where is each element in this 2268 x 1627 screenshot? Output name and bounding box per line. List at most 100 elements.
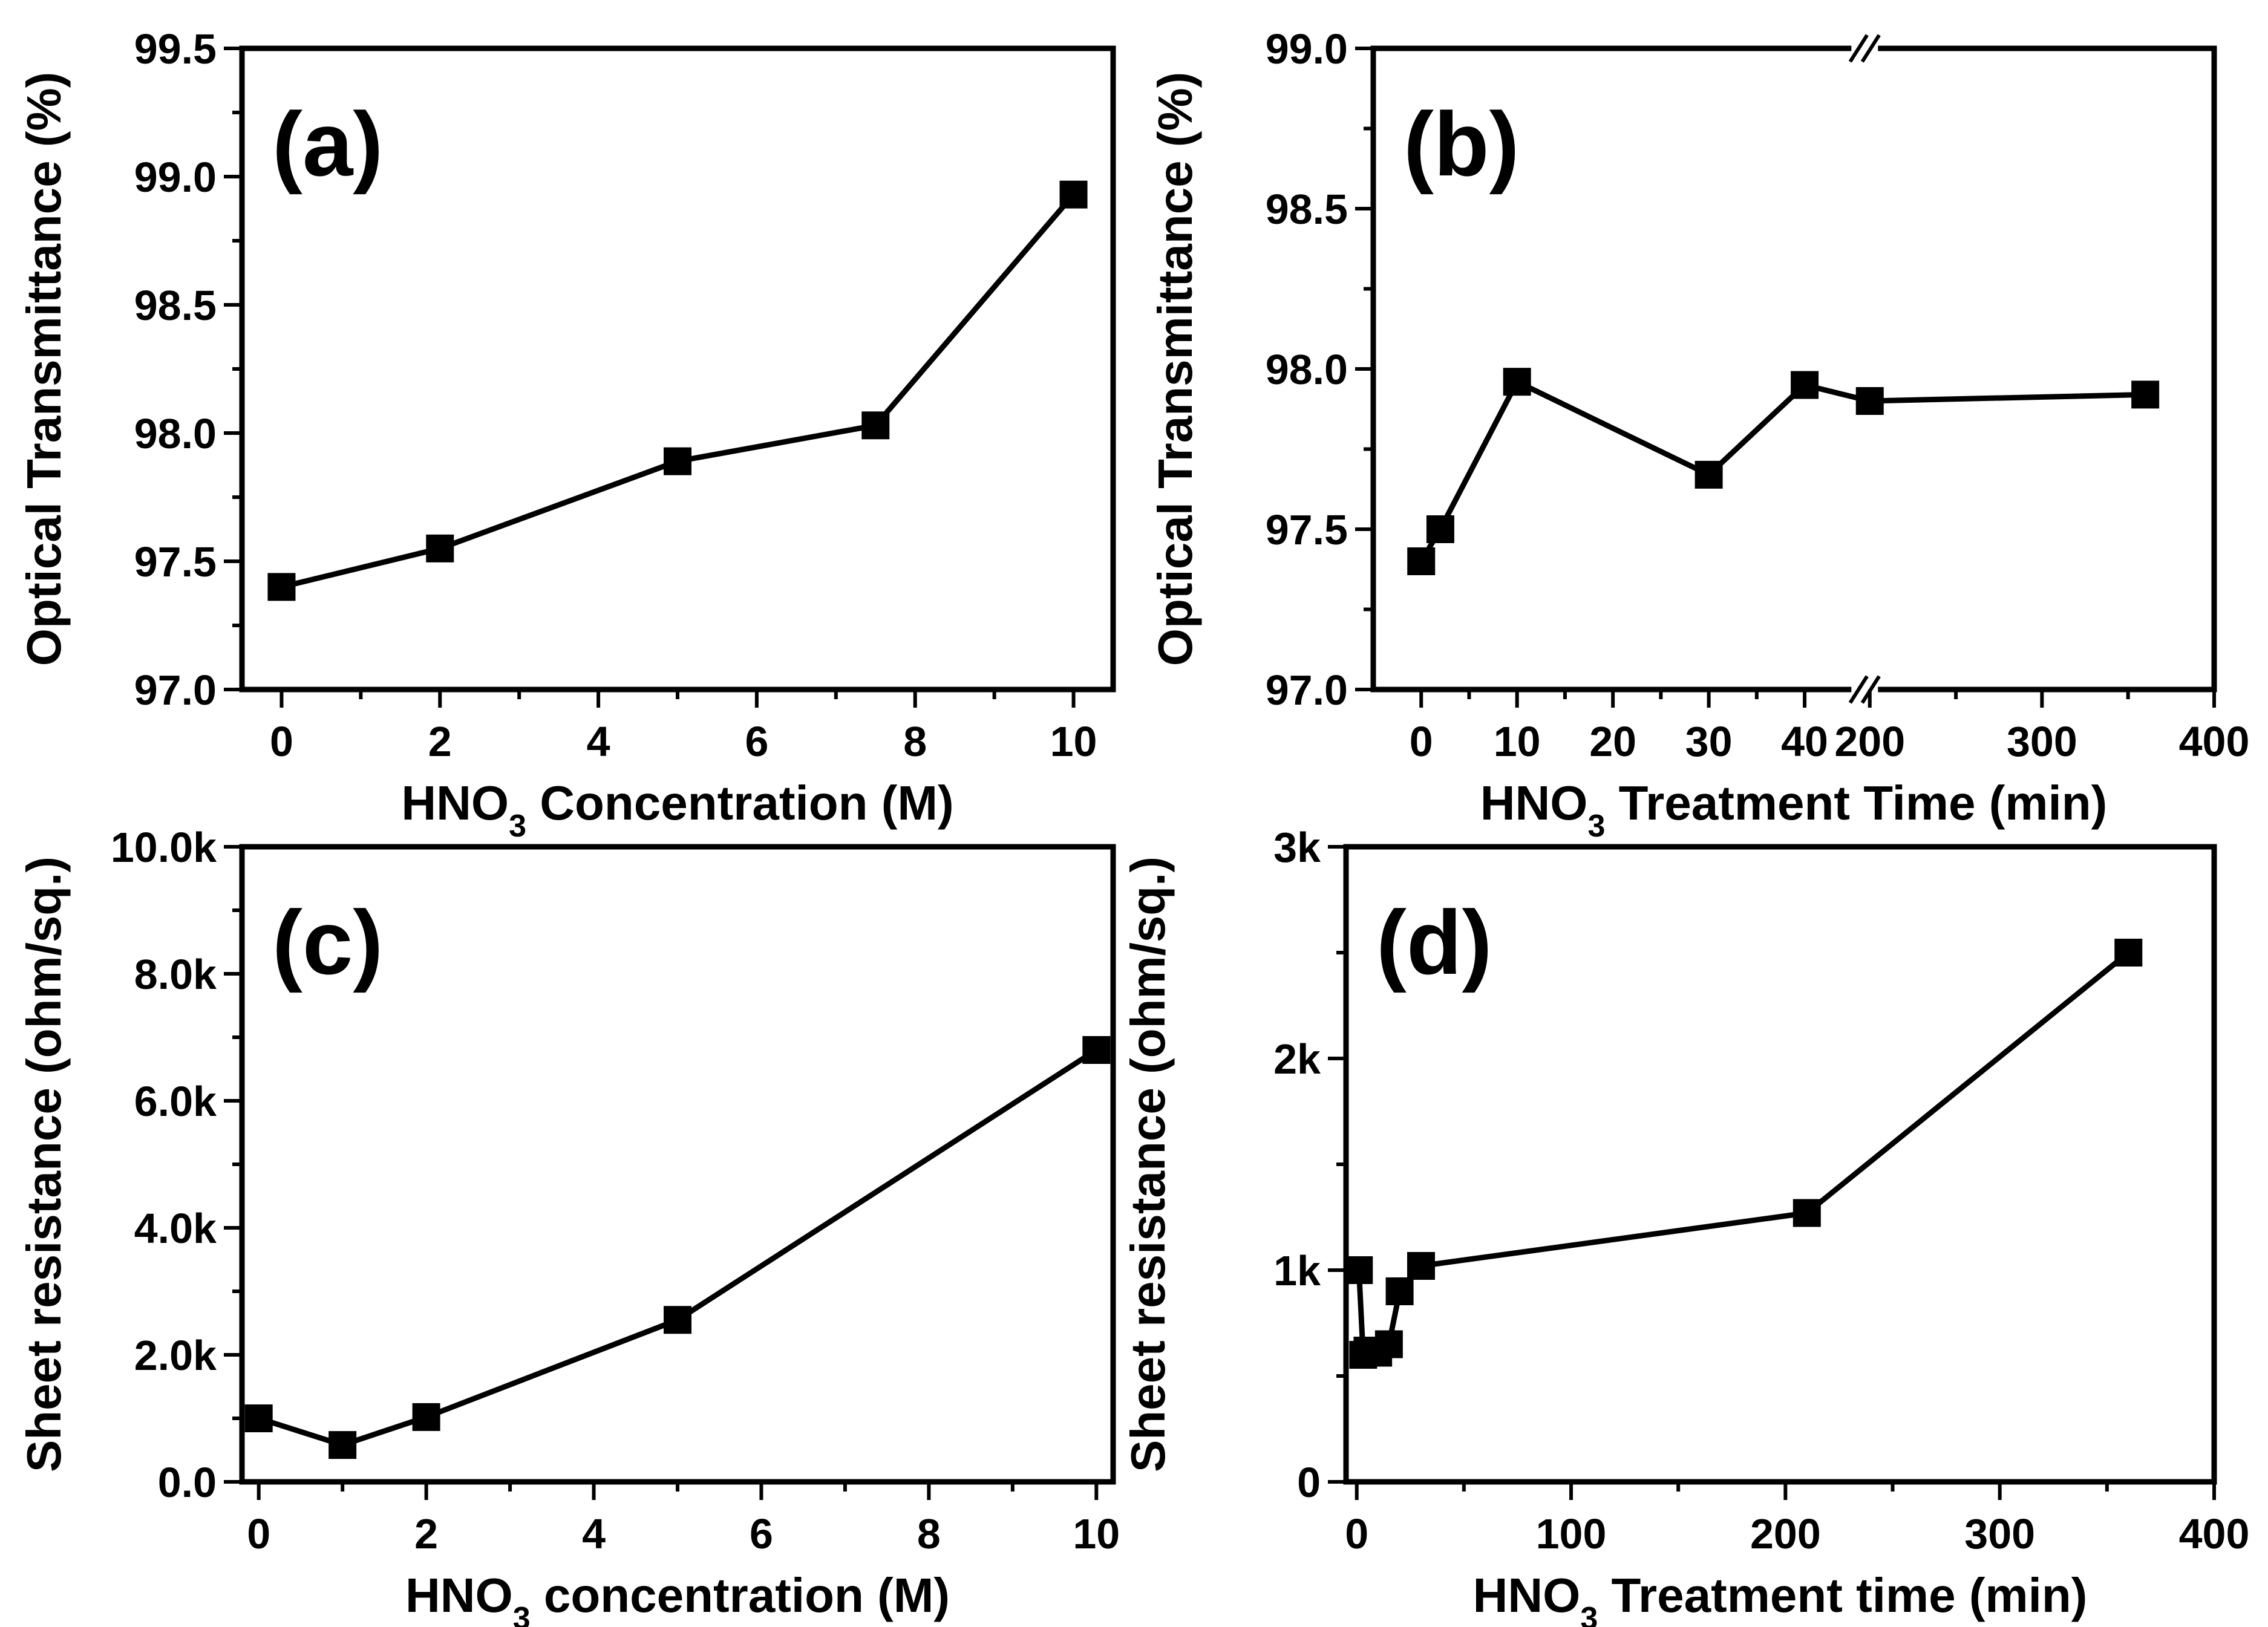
- x-axis-title-part: HNO: [401, 776, 509, 830]
- x-axis-title-subscript: 3: [1580, 1601, 1598, 1627]
- y-tick-label: 8.0k: [134, 951, 217, 998]
- x-tick-label: 4: [587, 718, 610, 765]
- panel-d: 0 100 200 300 400 0 1k 2k 3k (d) HNO3 Treatment ti…: [1121, 824, 2249, 1627]
- y-axis-title: Optical Transmittance (%): [17, 72, 71, 666]
- data-point: [412, 1403, 440, 1431]
- y-tick-label: 0: [1297, 1459, 1321, 1506]
- series-line: [258, 1048, 1098, 1448]
- panel-a: 0 2 4 6 8 10 97.0 97.5 98.0 98.5 99.0 99.5 (a) HNO3 C…: [17, 25, 1116, 844]
- x-axis-title-part: HNO: [1480, 776, 1588, 830]
- panel-b: 0 10 20 30 40 200 300 400 97.0 97.5 98.0 98.5 99.0 (b…: [1148, 25, 2249, 844]
- x-axis-title-part: HNO: [1473, 1568, 1581, 1622]
- data-point: [1385, 1277, 1414, 1305]
- axis-break-mark: [1860, 34, 1881, 63]
- x-tick-label: 2: [414, 1510, 438, 1557]
- x-tick-label: 10: [1494, 718, 1541, 765]
- series-line: [1356, 950, 2131, 1361]
- y-tick-label: 97.0: [1266, 667, 1348, 714]
- data-point: [1855, 387, 1884, 415]
- x-tick-label: 8: [917, 1510, 941, 1557]
- panel-label: (d): [1376, 892, 1492, 993]
- x-tick-label: 6: [745, 718, 768, 765]
- x-axis-title-part: Concentration (M): [526, 776, 954, 830]
- x-tick-label: 400: [2179, 1510, 2250, 1557]
- data-point: [1082, 1036, 1111, 1064]
- y-tick-label: 98.0: [134, 410, 217, 457]
- x-axis-title: HNO3 Treatment Time (min): [1480, 776, 2108, 844]
- data-point: [1503, 368, 1531, 396]
- y-tick-label: 2k: [1273, 1035, 1321, 1083]
- x-tick-label: 40: [1781, 718, 1828, 765]
- data-point: [2114, 939, 2143, 967]
- x-tick-label: 20: [1589, 718, 1636, 765]
- x-axis-title-part: Treatment Time (min): [1605, 776, 2107, 830]
- y-axis-title: Optical Transmittance (%): [1148, 72, 1202, 666]
- series-line: [281, 192, 1076, 590]
- x-tick-label: 300: [2007, 718, 2077, 765]
- y-tick-label: 10.0k: [111, 824, 217, 871]
- x-tick-label: 400: [2179, 718, 2250, 765]
- x-tick-label: 0: [1345, 1510, 1368, 1557]
- panel-label: (b): [1404, 93, 1520, 195]
- data-point: [1374, 1330, 1403, 1358]
- y-tick-label: 6.0k: [134, 1078, 217, 1125]
- x-axis-title: HNO3 Concentration (M): [401, 776, 953, 844]
- y-tick-label: 98.0: [1266, 346, 1348, 393]
- data-point: [664, 447, 691, 475]
- y-tick-label: 97.5: [134, 538, 217, 585]
- y-tick-label: 97.0: [134, 667, 217, 714]
- data-point: [861, 411, 890, 440]
- x-tick-label: 10: [1050, 718, 1097, 765]
- y-tick-label: 98.5: [1266, 186, 1348, 233]
- x-tick-label: 4: [582, 1510, 606, 1557]
- data-point: [1426, 515, 1454, 543]
- x-tick-label: 10: [1073, 1510, 1120, 1557]
- x-tick-label: 0: [270, 718, 293, 765]
- data-point: [244, 1404, 273, 1432]
- y-tick-label: 97.5: [1266, 506, 1348, 553]
- data-point: [1407, 1252, 1436, 1280]
- data-point: [1793, 1199, 1821, 1227]
- x-tick-label: 30: [1685, 718, 1733, 765]
- x-tick-label: 200: [1834, 718, 1905, 765]
- x-tick-label: 100: [1536, 1510, 1607, 1557]
- x-tick-label: 200: [1750, 1510, 1821, 1557]
- y-tick-label: 2.0k: [134, 1332, 217, 1379]
- panel-c: 0 2 4 6 8 10 0.0 2.0k 4.0k 6.0k 8.0k 10.0k (c) HNO3 c…: [17, 824, 1120, 1627]
- x-axis-title-subscript: 3: [509, 809, 526, 844]
- x-tick-label: 6: [750, 1510, 773, 1557]
- data-point: [1407, 547, 1436, 575]
- x-tick-label: 0: [1410, 718, 1433, 765]
- x-axis-title-part: HNO: [405, 1568, 513, 1622]
- panel-label: (a): [272, 93, 383, 195]
- x-tick-label: 300: [1964, 1510, 2035, 1557]
- y-tick-label: 1k: [1273, 1247, 1321, 1294]
- x-axis-title-subscript: 3: [513, 1601, 531, 1627]
- x-tick-label: 2: [428, 718, 452, 765]
- axis-break-mark: [1848, 34, 1869, 63]
- y-tick-label: 4.0k: [134, 1205, 217, 1252]
- data-point: [426, 534, 454, 562]
- data-point: [1791, 371, 1819, 399]
- x-axis-title: HNO3 Treatment time (min): [1473, 1568, 2088, 1627]
- x-axis-title-part: concentration (M): [531, 1568, 950, 1622]
- x-tick-label: 8: [903, 718, 927, 765]
- data-point: [1059, 180, 1088, 209]
- y-tick-label: 3k: [1273, 824, 1321, 871]
- panel-label: (c): [272, 892, 383, 993]
- data-point: [328, 1431, 357, 1459]
- data-point: [2131, 380, 2160, 409]
- y-tick-label: 98.5: [134, 282, 217, 329]
- x-axis-title-part: Treatment time (min): [1598, 1568, 2087, 1622]
- data-point: [1694, 460, 1723, 489]
- axis-break-mark: [1848, 675, 1869, 704]
- data-point: [267, 573, 296, 601]
- x-axis-title-subscript: 3: [1588, 809, 1606, 844]
- y-axis-title: Sheet resistance (ohm/sq.): [17, 856, 71, 1472]
- y-tick-label: 99.5: [134, 25, 217, 73]
- y-tick-label: 0.0: [158, 1459, 217, 1506]
- data-point: [664, 1306, 691, 1334]
- series-line: [1419, 378, 2146, 563]
- x-tick-label: 0: [247, 1510, 270, 1557]
